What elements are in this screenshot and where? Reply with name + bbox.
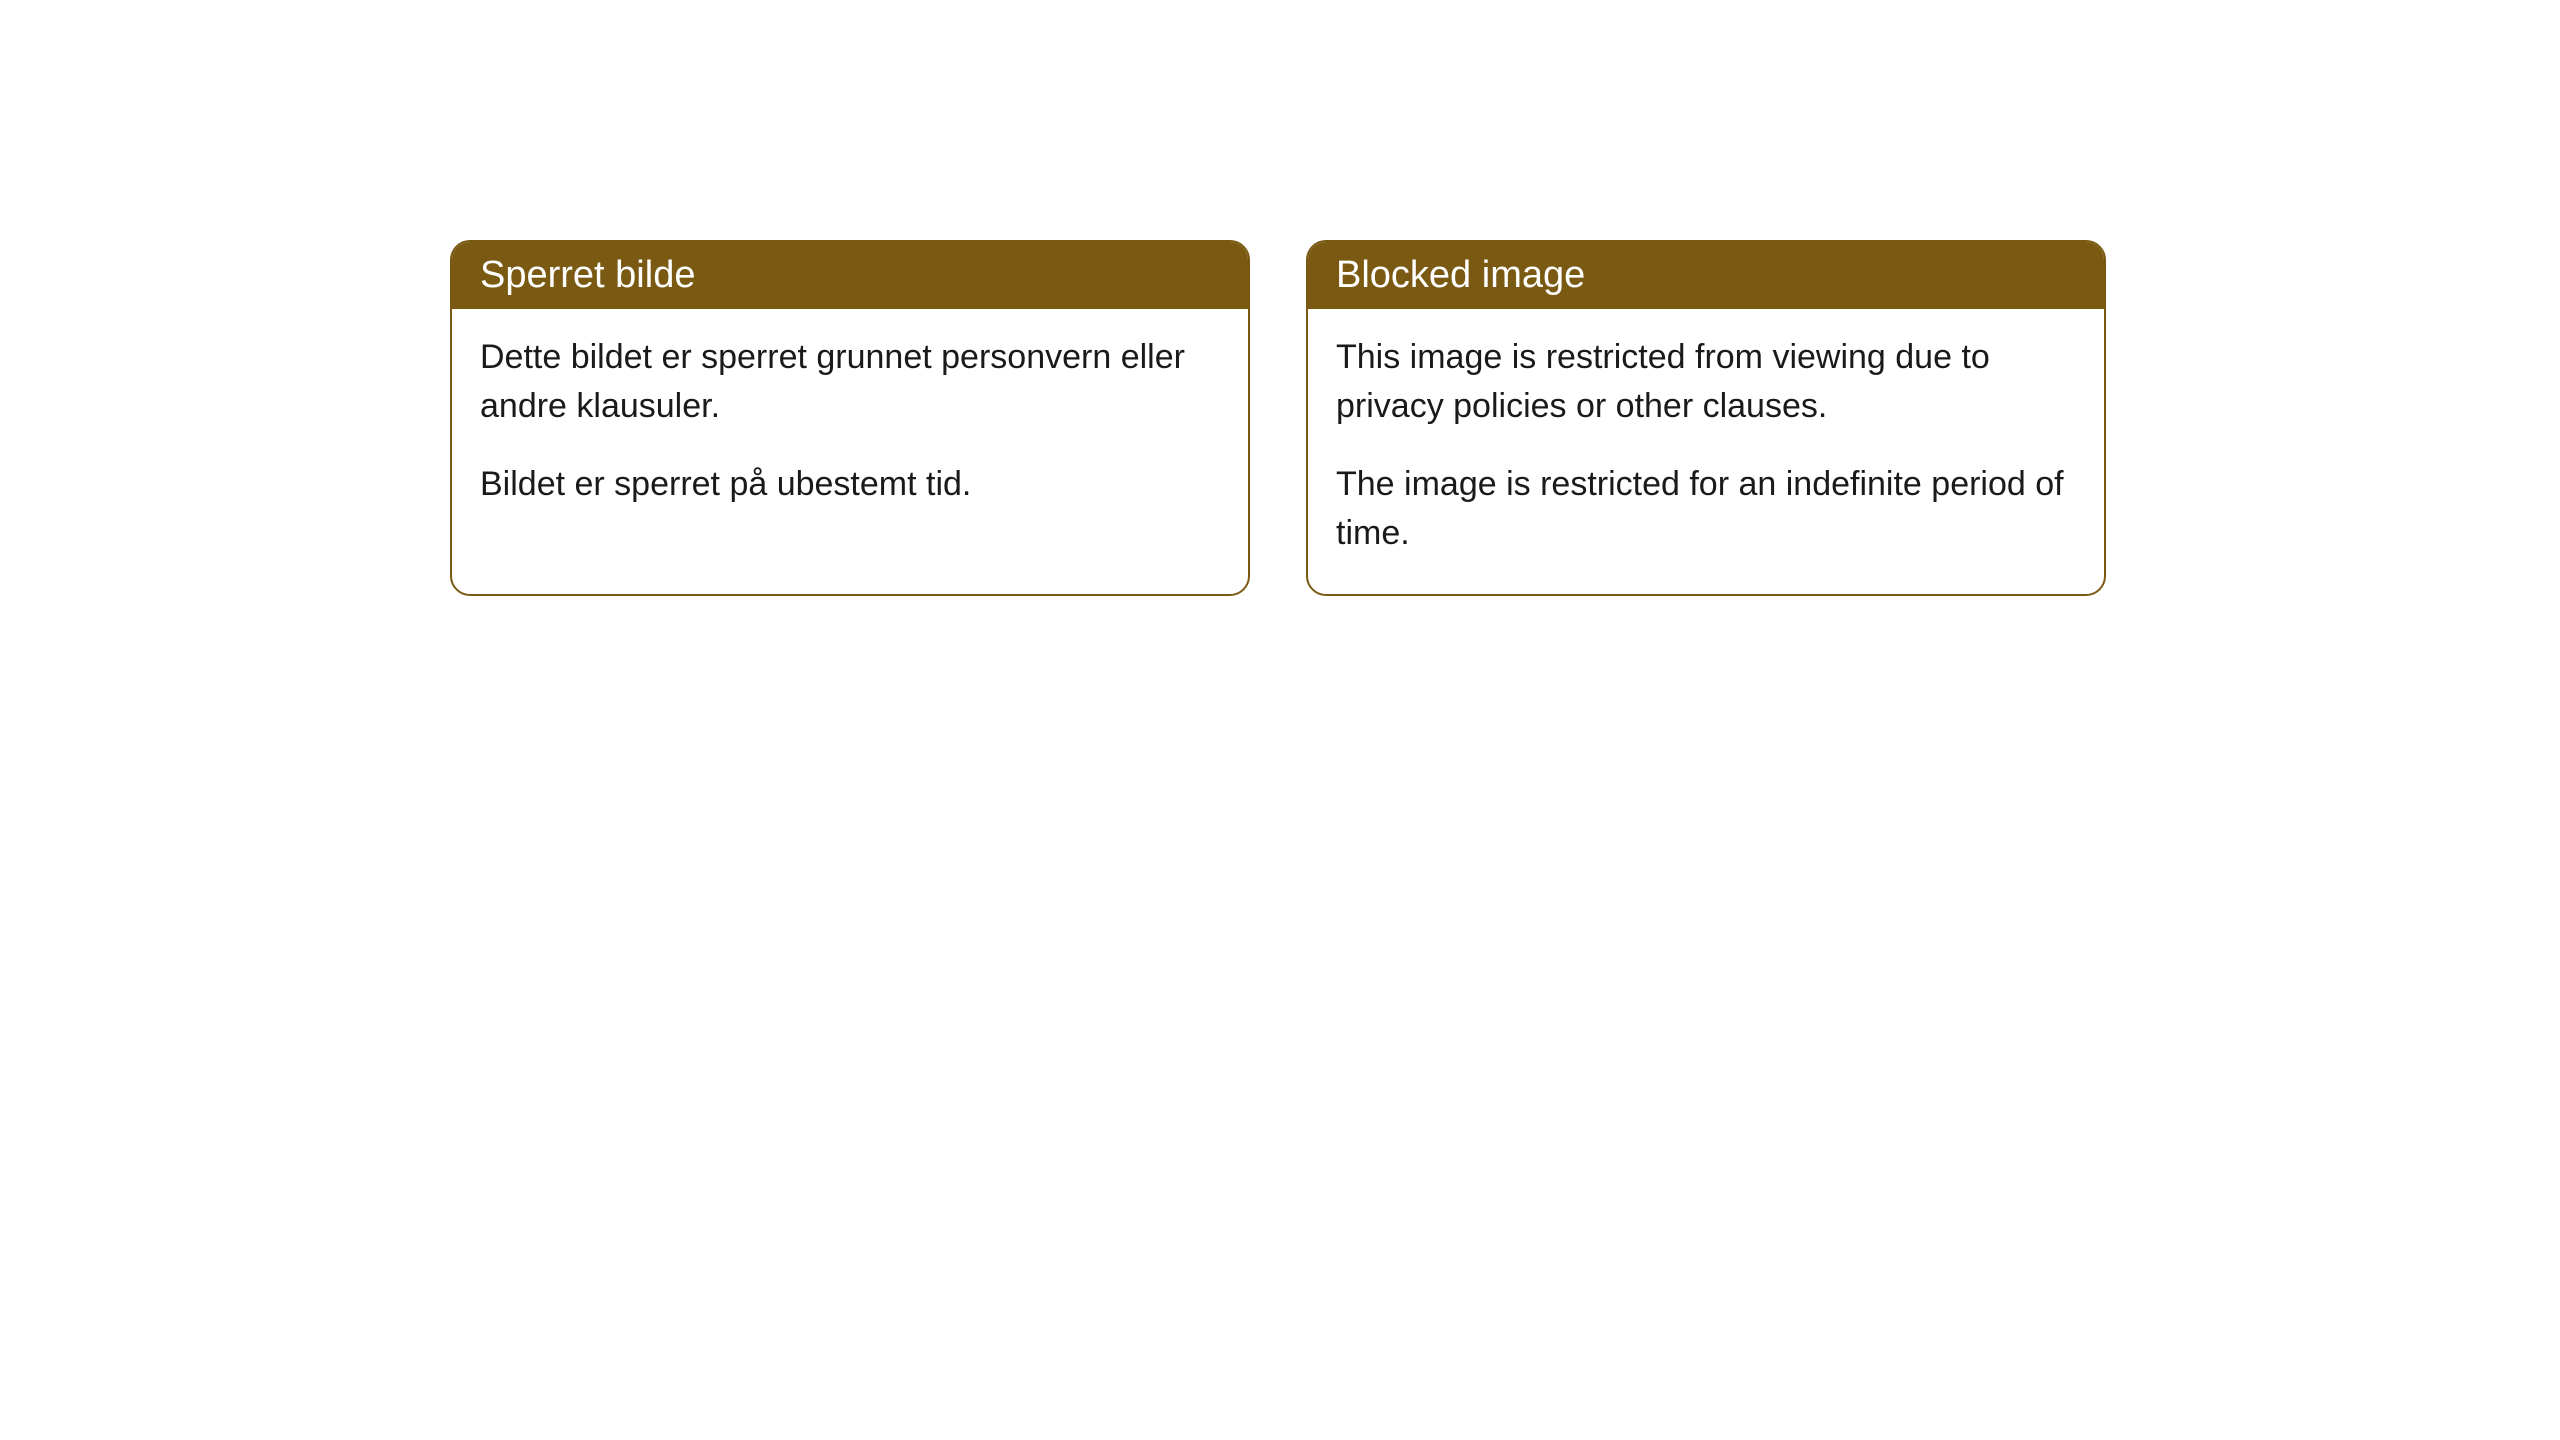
card-text-en-1: This image is restricted from viewing du… (1336, 333, 2076, 432)
card-text-no-1: Dette bildet er sperret grunnet personve… (480, 333, 1220, 432)
card-text-no-2: Bildet er sperret på ubestemt tid. (480, 460, 1220, 509)
card-header-no: Sperret bilde (452, 242, 1248, 309)
blocked-image-card-no: Sperret bilde Dette bildet er sperret gr… (450, 240, 1250, 596)
card-body-en: This image is restricted from viewing du… (1308, 309, 2104, 594)
card-header-en: Blocked image (1308, 242, 2104, 309)
cards-container: Sperret bilde Dette bildet er sperret gr… (450, 240, 2106, 596)
card-text-en-2: The image is restricted for an indefinit… (1336, 460, 2076, 559)
card-body-no: Dette bildet er sperret grunnet personve… (452, 309, 1248, 545)
blocked-image-card-en: Blocked image This image is restricted f… (1306, 240, 2106, 596)
